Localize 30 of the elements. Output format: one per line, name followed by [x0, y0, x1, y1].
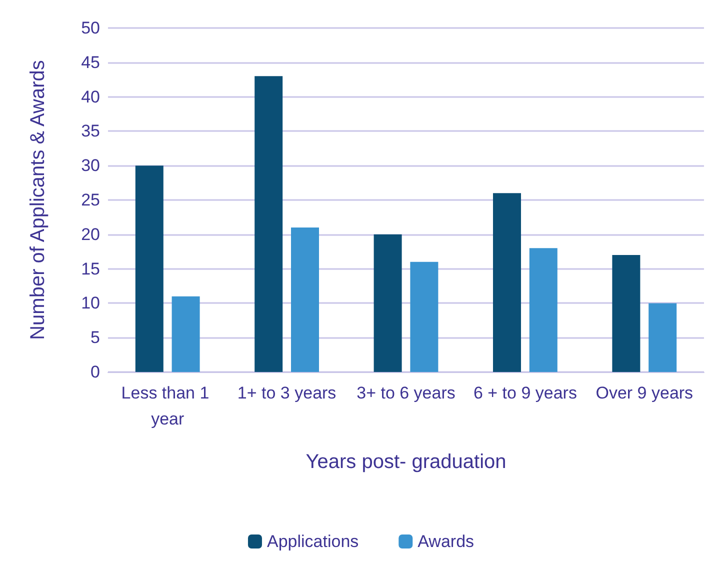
- y-tick-label: 15: [81, 259, 100, 278]
- bar: [374, 234, 402, 372]
- y-tick-label: 10: [81, 294, 100, 313]
- bar: [291, 228, 319, 372]
- x-axis-title: Years post- graduation: [306, 451, 506, 473]
- y-tick-label: 50: [81, 18, 100, 38]
- x-tick-label: Less than 1 year: [121, 384, 214, 428]
- bar: [612, 255, 640, 372]
- x-tick-label: 1+ to 3 years: [237, 384, 336, 402]
- y-tick-label: 25: [81, 190, 100, 210]
- bar: [493, 193, 521, 372]
- bar: [529, 248, 558, 372]
- y-tick-label: 35: [81, 122, 100, 141]
- x-tick-label: 3+ to 6 years: [356, 384, 456, 402]
- y-tick-label: 5: [90, 328, 100, 348]
- y-tick-label: 40: [81, 87, 100, 106]
- bar: [648, 303, 677, 372]
- y-tick-label: 0: [90, 362, 100, 382]
- x-tick-label: 6 + to 9 years: [473, 384, 577, 402]
- bar: [410, 262, 438, 372]
- bar: [172, 296, 200, 372]
- y-tick-label: 30: [81, 156, 100, 176]
- legend-label: Applications: [266, 532, 359, 551]
- bar: [254, 76, 283, 372]
- legend-label: Awards: [418, 532, 474, 551]
- y-tick-label: 20: [81, 224, 100, 244]
- y-axis-title: Number of Applicants & Awards: [27, 60, 49, 340]
- y-tick-label: 45: [81, 52, 100, 72]
- bar: [135, 166, 164, 372]
- x-tick-label: Over 9 years: [596, 384, 694, 402]
